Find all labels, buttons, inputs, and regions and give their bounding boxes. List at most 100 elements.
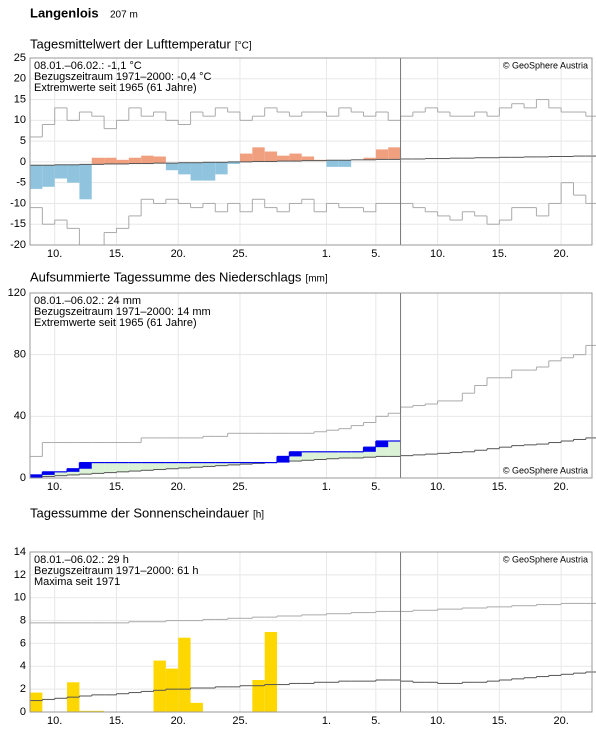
- daily-increment: [79, 462, 92, 469]
- temperature-bar: [42, 165, 55, 187]
- plot-frame: [29, 292, 593, 479]
- sunshine-bar: [91, 710, 105, 712]
- info-note: Extremwerte seit 1965 (61 Jahre): [34, 317, 197, 329]
- surplus-fill: [104, 462, 117, 473]
- x-tick-label: 10.: [430, 715, 445, 727]
- x-tick-label: 15.: [109, 715, 124, 727]
- x-tick-label: 5.: [371, 248, 380, 260]
- surplus-fill: [227, 462, 240, 465]
- surplus-fill: [128, 462, 142, 472]
- sunshine-bar: [153, 660, 166, 712]
- temperature-bar: [178, 162, 191, 175]
- temperature-bar: [141, 155, 154, 164]
- temperature-bar: [264, 151, 278, 162]
- x-tick-label: 15.: [492, 715, 507, 727]
- info-note: 08.01.–06.02.: 29 h: [34, 554, 129, 566]
- temperature-bar: [375, 149, 389, 160]
- x-tick-label: 20.: [171, 248, 186, 260]
- y-tick-label: -20: [10, 239, 26, 251]
- x-tick-label: 25.: [232, 481, 247, 493]
- sunshine-bar: [30, 692, 43, 712]
- x-tick-label: 20.: [553, 248, 568, 260]
- x-tick-label: 20.: [553, 481, 568, 493]
- surplus-fill: [116, 462, 129, 472]
- info-note: 08.01.–06.02.: -1,1 °C: [34, 60, 142, 72]
- temperature-bar: [338, 160, 352, 167]
- surplus-fill: [202, 462, 216, 467]
- y-tick-label: 12: [14, 569, 26, 581]
- surplus-fill: [178, 462, 191, 468]
- x-tick-label: 1.: [322, 248, 331, 260]
- x-tick-label: 20.: [171, 481, 186, 493]
- surplus-fill: [301, 451, 315, 461]
- x-tick-label: 10.: [47, 481, 62, 493]
- y-tick-label: 40: [14, 410, 26, 422]
- x-tick-label: 10.: [47, 715, 62, 727]
- surplus-fill: [153, 462, 166, 470]
- x-tick-label: 15.: [109, 481, 124, 493]
- plot-background: [30, 58, 592, 245]
- temperature-bar: [326, 160, 339, 167]
- info-note: Bezugszeitraum 1971–2000: -0,4 °C: [34, 71, 212, 83]
- surplus-fill: [351, 451, 364, 458]
- temperature-bar: [54, 164, 68, 179]
- chart-unit: [°C]: [235, 41, 252, 52]
- temperature-bar: [116, 159, 129, 164]
- info-note: Maxima seit 1971: [34, 576, 120, 588]
- x-tick-label: 15.: [109, 248, 124, 260]
- y-tick-label: -10: [10, 197, 26, 209]
- temperature-bar: [165, 163, 179, 171]
- temperature-bar: [227, 161, 240, 164]
- info-note: 08.01.–06.02.: 24 mm: [34, 295, 141, 307]
- y-tick-label: 0: [20, 472, 26, 484]
- daily-increment: [42, 471, 55, 475]
- chart-unit: [mm]: [305, 274, 327, 285]
- temperature-bar: [104, 157, 117, 164]
- credit: © GeoSphere Austria: [503, 554, 588, 564]
- daily-increment: [375, 441, 389, 448]
- temperature-bar: [67, 164, 80, 183]
- surplus-fill: [363, 447, 376, 458]
- x-tick-label: 25.: [232, 248, 247, 260]
- temperature-bar: [277, 155, 290, 162]
- surplus-fill: [190, 462, 203, 468]
- surplus-fill: [239, 462, 253, 465]
- surplus-fill: [91, 462, 105, 474]
- surplus-fill: [314, 451, 327, 460]
- y-tick-label: 8: [20, 614, 26, 626]
- temperature-bar: [363, 157, 376, 160]
- y-tick-label: 15: [14, 93, 26, 105]
- temperature-bar: [79, 164, 92, 200]
- temperature-bar: [252, 147, 265, 162]
- y-tick-label: 2: [20, 683, 26, 695]
- surplus-fill: [215, 462, 228, 466]
- x-tick-label: 25.: [232, 715, 247, 727]
- temperature-bar: [30, 165, 43, 189]
- temperature-bar: [128, 157, 142, 164]
- x-tick-label: 1.: [322, 715, 331, 727]
- surplus-fill: [141, 462, 154, 471]
- info-note: Bezugszeitraum 1971–2000: 14 mm: [34, 306, 211, 318]
- sunshine-bar: [79, 710, 92, 712]
- credit: © GeoSphere Austria: [503, 60, 588, 70]
- temperature-bar: [289, 153, 302, 162]
- sunshine-bar: [190, 702, 203, 712]
- surplus-fill: [388, 441, 401, 457]
- x-tick-label: 20.: [553, 715, 568, 727]
- x-tick-label: 1.: [322, 481, 331, 493]
- y-tick-label: 10: [14, 592, 26, 604]
- plot-background: [30, 552, 592, 712]
- daily-increment: [289, 451, 302, 457]
- daily-increment: [30, 474, 43, 478]
- temperature-bar: [388, 147, 401, 160]
- y-tick-label: 6: [20, 637, 26, 649]
- x-tick-label: 20.: [171, 715, 186, 727]
- y-tick-label: -5: [16, 177, 26, 189]
- station: Langenlois: [30, 5, 99, 20]
- surplus-fill: [165, 462, 179, 469]
- plot-background: [30, 293, 592, 478]
- chart-title: Tagessumme der Sonnenscheindauer: [30, 505, 250, 520]
- sunshine-bar: [264, 632, 278, 712]
- sunshine-bar: [165, 668, 179, 712]
